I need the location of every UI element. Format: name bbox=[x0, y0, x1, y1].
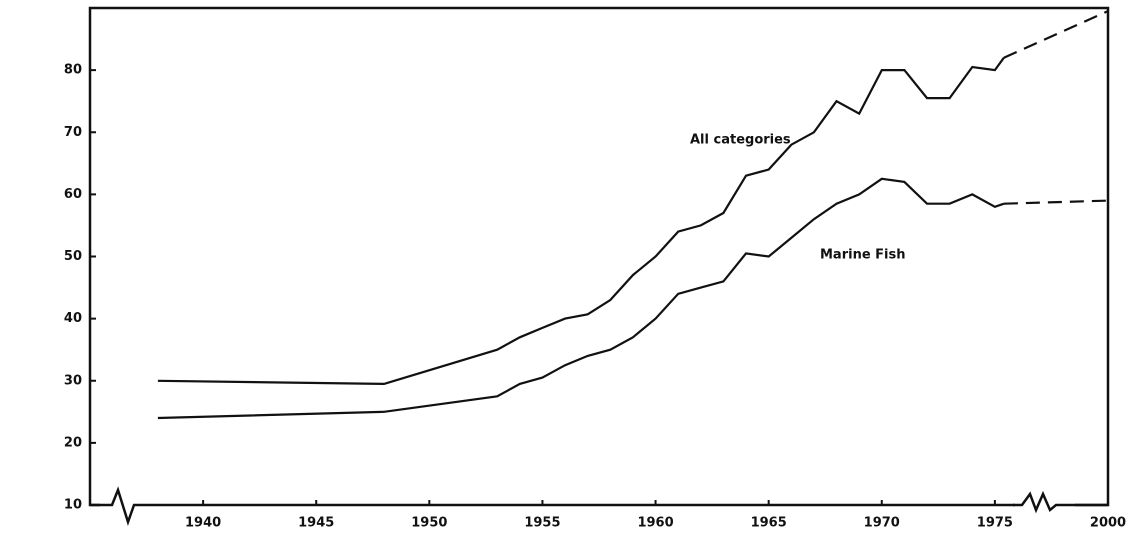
x-tick-label: 1950 bbox=[411, 516, 447, 531]
y-tick-label: 50 bbox=[64, 249, 82, 264]
y-tick-label: 30 bbox=[64, 373, 82, 388]
series-line bbox=[1003, 10, 1109, 59]
series-label: All categories bbox=[690, 133, 791, 148]
frame bbox=[88, 6, 1110, 507]
series-line bbox=[1003, 199, 1109, 205]
y-tick-label: 80 bbox=[64, 63, 82, 78]
axis-break bbox=[90, 486, 160, 526]
series-line bbox=[157, 177, 1005, 420]
axis-break bbox=[1013, 490, 1108, 514]
x-tick-label: 1960 bbox=[637, 516, 673, 531]
x-tick-label: 1945 bbox=[298, 516, 334, 531]
x-tick-label: 1955 bbox=[524, 516, 560, 531]
x-tick-label: 1940 bbox=[185, 516, 221, 531]
y-tick-label: 20 bbox=[64, 435, 82, 450]
x-tick-label: 1975 bbox=[977, 516, 1013, 531]
y-tick-label: 10 bbox=[64, 498, 82, 513]
x-tick-label: 1970 bbox=[864, 516, 900, 531]
y-tick-label: 60 bbox=[64, 187, 82, 202]
x-tick-label: 2000 bbox=[1090, 516, 1126, 531]
series-line bbox=[157, 57, 1005, 386]
y-tick-label: 40 bbox=[64, 311, 82, 326]
x-tick-label: 1965 bbox=[751, 516, 787, 531]
y-tick-label: 70 bbox=[64, 125, 82, 140]
axis-break-mask bbox=[1015, 495, 1075, 515]
series-label: Marine Fish bbox=[820, 248, 906, 263]
